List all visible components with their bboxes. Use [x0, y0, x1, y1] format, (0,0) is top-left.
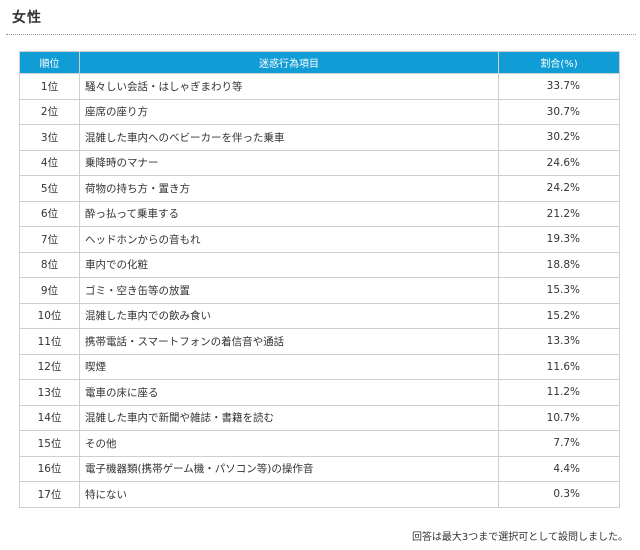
table-row: 3位 混雑した車内へのベビーカーを伴った乗車 30.2% [19, 124, 620, 151]
rank-cell: 2位 [19, 98, 80, 125]
header-percentage: 割合(%) [498, 51, 620, 74]
percentage-cell: 19.3% [498, 226, 620, 253]
table-row: 6位 酔っ払って乗車する 21.2% [19, 200, 620, 227]
header-rank: 順位 [19, 51, 80, 74]
item-cell: 混雑した車内へのベビーカーを伴った乗車 [79, 124, 499, 151]
percentage-cell: 30.2% [498, 124, 620, 151]
table-row: 5位 荷物の持ち方・置き方 24.2% [19, 175, 620, 202]
table-row: 12位 喫煙 11.6% [19, 353, 620, 380]
item-cell: 携帯電話・スマートフォンの着信音や通話 [79, 328, 499, 355]
item-cell: 酔っ払って乗車する [79, 200, 499, 227]
rank-cell: 15位 [19, 430, 80, 457]
table-header-row: 順位 迷惑行為項目 割合(%) [19, 51, 620, 74]
percentage-cell: 7.7% [498, 430, 620, 457]
percentage-cell: 4.4% [498, 455, 620, 482]
item-cell: 電子機器類(携帯ゲーム機・パソコン等)の操作音 [79, 455, 499, 482]
item-cell: 電車の床に座る [79, 379, 499, 406]
item-cell: ヘッドホンからの音もれ [79, 226, 499, 253]
item-cell: 喫煙 [79, 353, 499, 380]
rank-cell: 11位 [19, 328, 80, 355]
percentage-cell: 21.2% [498, 200, 620, 227]
table-row: 13位 電車の床に座る 11.2% [19, 379, 620, 406]
item-cell: 混雑した車内での飲み食い [79, 302, 499, 329]
item-cell: その他 [79, 430, 499, 457]
percentage-cell: 11.6% [498, 353, 620, 380]
rank-cell: 1位 [19, 73, 80, 100]
rank-cell: 14位 [19, 404, 80, 431]
percentage-cell: 18.8% [498, 251, 620, 278]
table-row: 7位 ヘッドホンからの音もれ 19.3% [19, 226, 620, 253]
percentage-cell: 24.6% [498, 149, 620, 176]
percentage-cell: 11.2% [498, 379, 620, 406]
percentage-cell: 10.7% [498, 404, 620, 431]
table-row: 8位 車内での化粧 18.8% [19, 251, 620, 278]
table-row: 14位 混雑した車内で新聞や雑誌・書籍を読む 10.7% [19, 404, 620, 431]
item-cell: 混雑した車内で新聞や雑誌・書籍を読む [79, 404, 499, 431]
rank-cell: 16位 [19, 455, 80, 482]
item-cell: 特にない [79, 481, 499, 508]
table-row: 15位 その他 7.7% [19, 430, 620, 457]
rank-cell: 3位 [19, 124, 80, 151]
item-cell: 騒々しい会話・はしゃぎまわり等 [79, 73, 499, 100]
percentage-cell: 15.2% [498, 302, 620, 329]
table-row: 10位 混雑した車内での飲み食い 15.2% [19, 302, 620, 329]
percentage-cell: 13.3% [498, 328, 620, 355]
rank-cell: 9位 [19, 277, 80, 304]
percentage-cell: 15.3% [498, 277, 620, 304]
item-cell: 車内での化粧 [79, 251, 499, 278]
percentage-cell: 24.2% [498, 175, 620, 202]
page-heading: 女性 [12, 10, 42, 26]
item-cell: 座席の座り方 [79, 98, 499, 125]
ranking-table: 順位 迷惑行為項目 割合(%) 1位 騒々しい会話・はしゃぎまわり等 33.7% 2位… [19, 51, 620, 508]
rank-cell: 7位 [19, 226, 80, 253]
rank-cell: 5位 [19, 175, 80, 202]
item-cell: ゴミ・空き缶等の放置 [79, 277, 499, 304]
table-row: 17位 特にない 0.3% [19, 481, 620, 508]
percentage-cell: 33.7% [498, 73, 620, 100]
percentage-cell: 0.3% [498, 481, 620, 508]
rank-cell: 12位 [19, 353, 80, 380]
footnote: 回答は最大3つまで選択可として設問しました。 [411, 532, 628, 543]
rank-cell: 6位 [19, 200, 80, 227]
table-row: 9位 ゴミ・空き缶等の放置 15.3% [19, 277, 620, 304]
rank-cell: 8位 [19, 251, 80, 278]
item-cell: 荷物の持ち方・置き方 [79, 175, 499, 202]
table-row: 16位 電子機器類(携帯ゲーム機・パソコン等)の操作音 4.4% [19, 455, 620, 482]
rank-cell: 13位 [19, 379, 80, 406]
heading-divider [6, 34, 636, 35]
item-cell: 乗降時のマナー [79, 149, 499, 176]
percentage-cell: 30.7% [498, 98, 620, 125]
rank-cell: 17位 [19, 481, 80, 508]
table-row: 11位 携帯電話・スマートフォンの着信音や通話 13.3% [19, 328, 620, 355]
header-item: 迷惑行為項目 [79, 51, 499, 74]
table-row: 2位 座席の座り方 30.7% [19, 98, 620, 125]
table-row: 4位 乗降時のマナー 24.6% [19, 149, 620, 176]
rank-cell: 10位 [19, 302, 80, 329]
table-row: 1位 騒々しい会話・はしゃぎまわり等 33.7% [19, 73, 620, 100]
rank-cell: 4位 [19, 149, 80, 176]
